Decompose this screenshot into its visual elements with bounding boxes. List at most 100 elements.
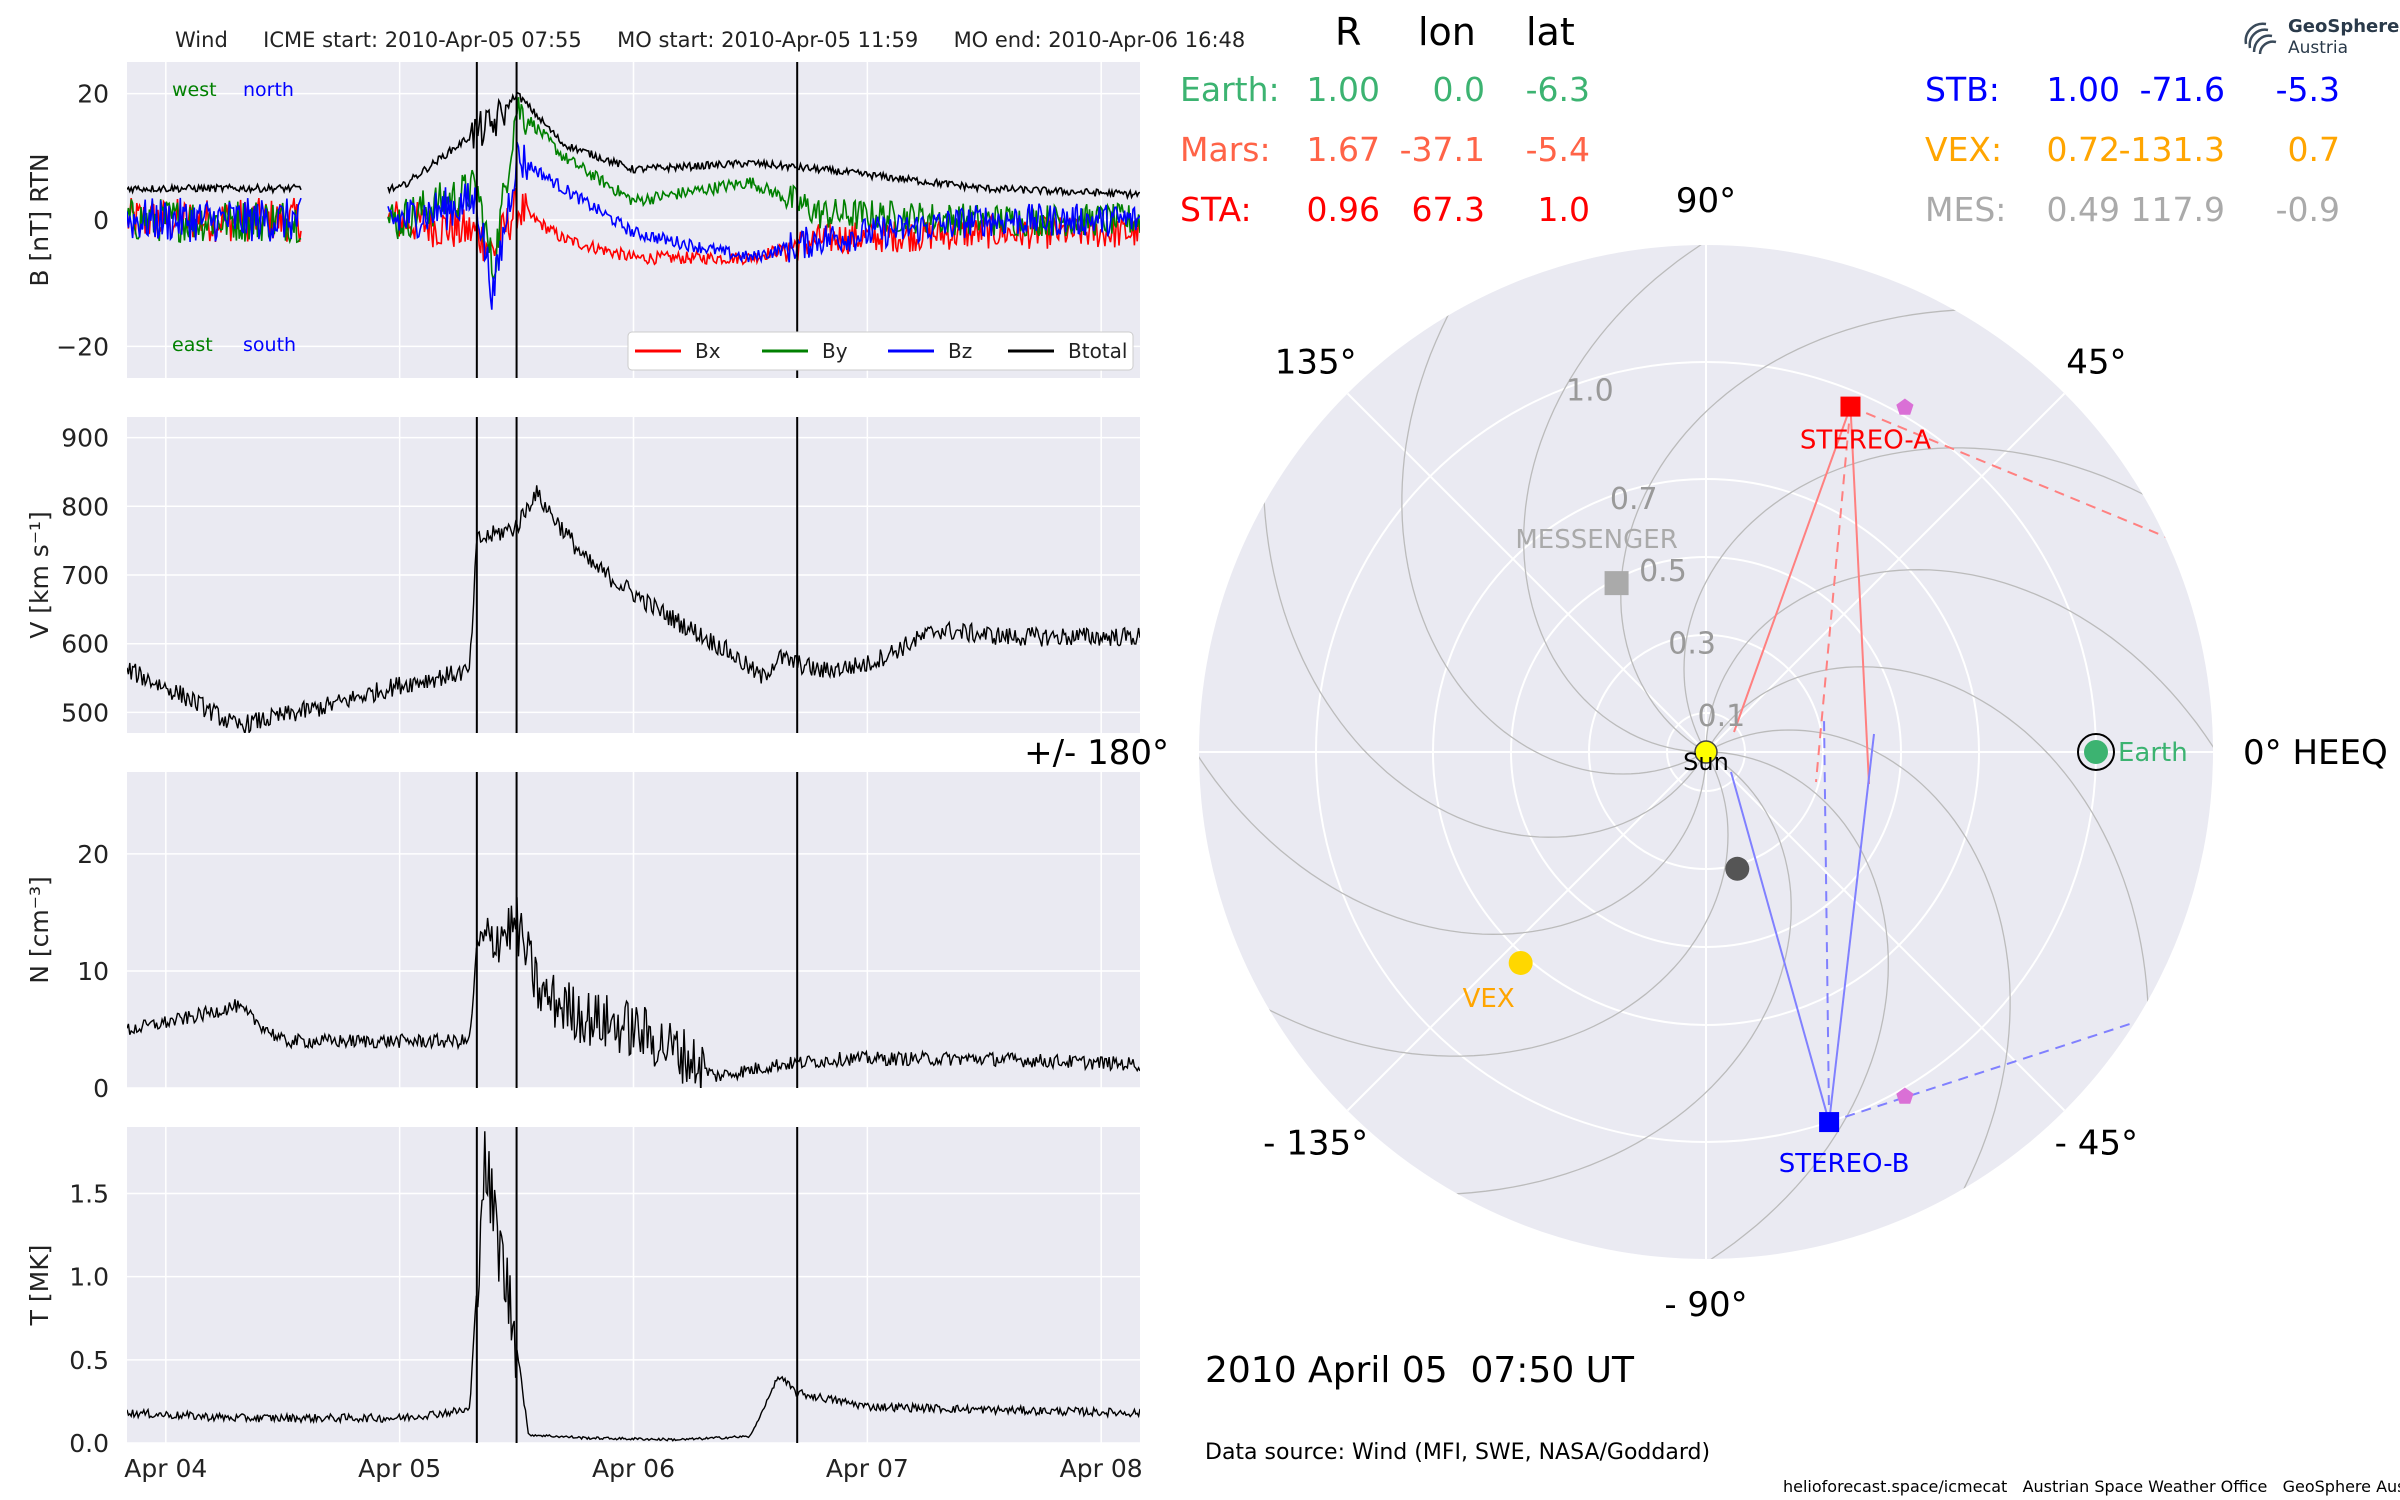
plot-datetime: 2010 April 05 07:50 UT [1205,1350,1635,1391]
series-line-bz [127,197,302,243]
table-name-mes: MES: [1925,190,2007,229]
pentagon-marker [1896,1087,1914,1104]
messenger-marker [1604,571,1629,596]
x-tick-label: Apr 07 [826,1454,909,1483]
y-tick-label: 1.5 [69,1180,109,1209]
east-label: east [172,334,213,356]
parker-spiral-line [1199,732,1707,935]
angle-label: - 45° [2055,1123,2138,1163]
panel-data [127,1131,1140,1442]
parker-spiral-line [1262,473,1703,838]
series-line-by [387,97,1140,283]
stb-earth-line [1828,1021,2137,1124]
table-r-mes: 0.49 [2046,190,2120,229]
timeseries-panels: 20 0 −20 B [nT] RTN west north east south Bx By Bz… [25,62,1143,1483]
table-r-stb: 1.00 [2046,70,2120,109]
parker-spiral-line [1686,751,1889,1259]
icme-start-label: ICME start: 2010-Apr-05 07:55 [263,28,582,52]
table-name-sta: STA: [1180,190,1252,229]
y-tick-label: 600 [61,630,109,659]
stereo-a-marker [1840,396,1861,417]
table-col-lat: lat [1526,10,1575,54]
header-line: Wind ICME start: 2010-Apr-05 07:55 MO st… [175,28,1245,52]
panel-data [127,91,1140,310]
table-col-lon: lon [1418,10,1476,54]
angle-label: - 135° [1263,1123,1368,1163]
x-tick-label: Apr 08 [1060,1454,1143,1483]
series-line-bx [387,187,1140,266]
table-name-stb: STB: [1925,70,2000,109]
parker-spiral-line [1401,289,1700,775]
table-lon-vex: -131.3 [2118,130,2225,169]
table-lon-stb: -71.6 [2139,70,2225,109]
y-tick-label: 900 [61,424,109,453]
panel-speed: 900 800 700 600 500 V [km s⁻¹] [25,417,1140,733]
angle-label: - 90° [1664,1285,1747,1325]
vex-marker [1508,950,1533,975]
y-tick-label: 1.0 [69,1263,109,1292]
radial-tick-label: 0.7 [1610,482,1658,517]
table-lon-mars: -37.1 [1399,130,1485,169]
parker-spiral-line [1709,666,2150,1031]
series-line-t [127,1131,1140,1442]
table-lat-stb: -5.3 [2275,70,2340,109]
panel-temperature: 1.5 1.0 0.5 0.0 T [MK] Apr 04 Apr 05 Apr 06 Apr … [25,1127,1143,1483]
north-label: north [243,79,294,101]
sun-marker [1694,740,1718,764]
legend-label-bx: Bx [695,339,721,363]
y-axis-label: T [MK] [25,1245,54,1327]
legend-box [627,331,1134,371]
stereo-a-label: STEREO-A [1800,426,1931,456]
table-lon-earth: 0.0 [1432,70,1485,109]
y-tick-label: −20 [56,332,109,361]
earth-ring [2077,733,2115,771]
polar-inner [1199,245,2213,1259]
table-r-earth: 1.00 [1306,70,1380,109]
panel-magnetic-field: 20 0 −20 B [nT] RTN west north east south Bx By Bz… [25,62,1140,378]
radial-tick-label: 0.5 [1639,554,1687,589]
panel-density: 20 10 0 N [cm⁻³] [25,772,1140,1103]
west-label: west [172,79,217,101]
unnamed-object-marker [1725,856,1750,881]
angle-label: +/- 180° [1024,733,1169,773]
messenger-label: MESSENGER [1515,525,1677,555]
sta-earth-line [1850,405,2167,538]
stereo-b-label: STEREO-B [1779,1149,1910,1179]
logo-swirl-icon [2244,22,2277,55]
stb-fov-line [1828,733,1875,1123]
y-tick-label: 0 [93,206,109,235]
series-line-n [127,897,1140,1088]
sta-fov-dashed [1815,406,1852,783]
radial-tick-label: 1.0 [1566,373,1614,408]
parker-spiral-line [1712,729,2011,1215]
y-axis-label: B [nT] RTN [25,153,54,286]
series-line-v [127,485,1140,733]
table-lat-sta: 1.0 [1537,190,1590,229]
parker-spiral-line [1243,758,1729,1057]
series-line-btotal [127,182,302,195]
earth-marker [2084,740,2108,764]
table-col-r: R [1335,10,1362,54]
legend-label-bz: Bz [948,339,972,363]
angle-label: 45° [2066,343,2126,383]
y-tick-label: 800 [61,492,109,521]
table-name-vex: VEX: [1925,130,2003,169]
stb-fov-line [1730,771,1831,1123]
logo-text-2: Austria [2288,38,2349,58]
instrument-name: Wind [175,28,228,52]
table-lat-vex: 0.7 [2287,130,2340,169]
pentagon-marker [1896,398,1914,415]
radial-tick-label: 0.1 [1698,699,1746,734]
table-name-earth: Earth: [1180,70,1280,109]
x-tick-label: Apr 05 [358,1454,441,1483]
angle-label: 90° [1676,181,1736,221]
angle-label: 0° HEEQ [2243,733,2388,773]
y-tick-label: 500 [61,698,109,727]
earth-label: Earth [2118,738,2188,768]
table-name-mars: Mars: [1180,130,1271,169]
y-tick-label: 20 [77,840,109,869]
table-lat-mars: -5.4 [1525,130,1590,169]
legend: Bx By Bz Btotal [627,331,1134,371]
logo-text-1: GeoSphere [2288,16,2400,37]
